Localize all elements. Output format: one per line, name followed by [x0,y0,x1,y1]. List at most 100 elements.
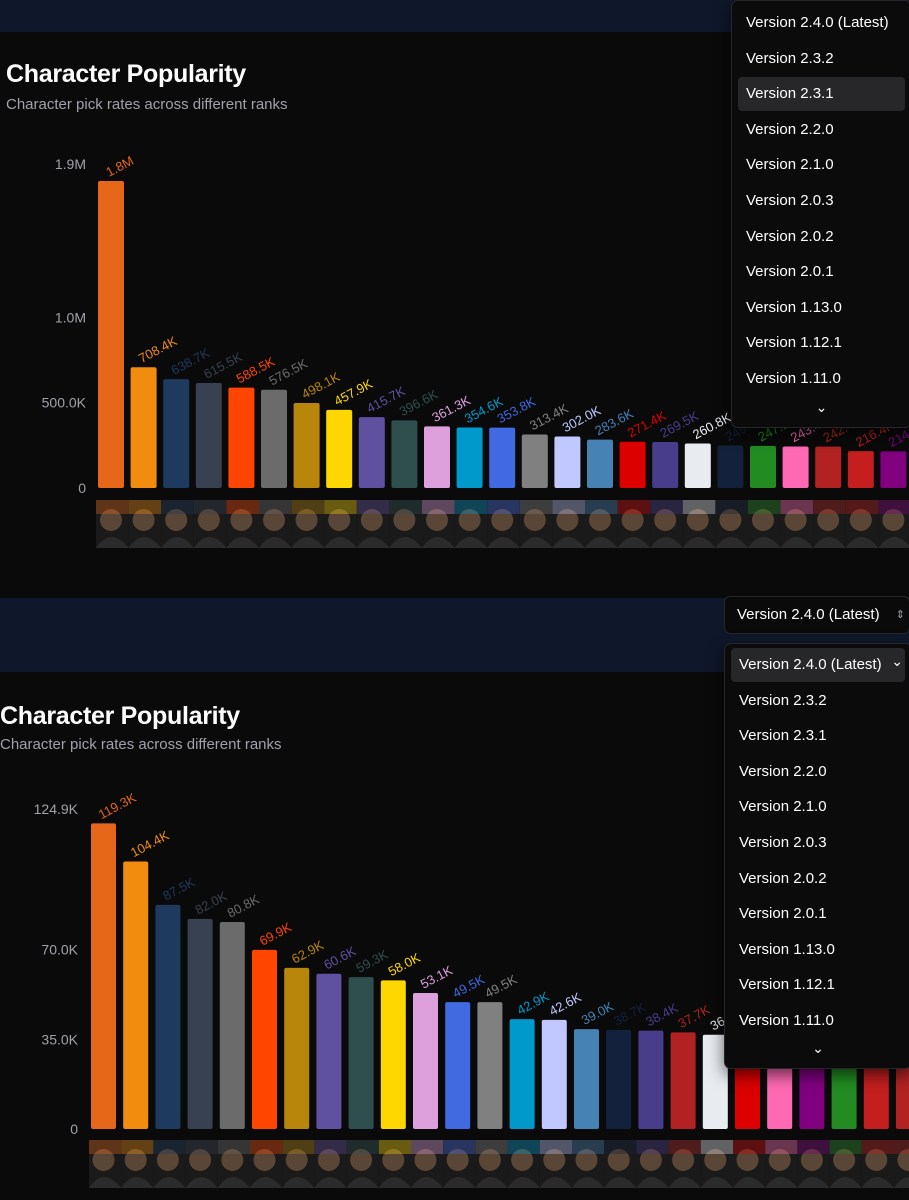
character-portrait[interactable] [604,1140,637,1188]
dropdown-option[interactable]: Version 2.0.3 [739,834,827,851]
dropdown-option[interactable]: Version 2.3.2 [746,49,834,67]
bar[interactable] [684,443,711,488]
character-portrait[interactable] [765,1140,798,1188]
character-portrait[interactable] [89,1140,122,1188]
character-portrait[interactable] [217,1140,250,1188]
bar[interactable] [413,992,438,1129]
bar[interactable] [219,921,245,1129]
bar[interactable] [587,439,613,488]
bar[interactable] [638,1030,664,1129]
bar[interactable] [252,949,277,1129]
character-portrait[interactable] [250,1140,283,1188]
bar[interactable] [91,823,116,1129]
bar[interactable] [163,379,190,488]
bar[interactable] [619,441,646,488]
character-portrait[interactable] [878,500,909,548]
dropdown-option[interactable]: Version 1.11.0 [746,370,841,387]
character-portrait[interactable] [226,500,259,548]
character-portrait[interactable] [539,1140,572,1188]
character-portrait[interactable] [507,1140,540,1188]
character-portrait[interactable] [314,1140,347,1188]
bar[interactable] [195,383,222,488]
character-portrait[interactable] [454,500,488,548]
character-portrait[interactable] [813,500,846,548]
bar[interactable] [293,403,320,488]
character-portrait[interactable] [378,1140,411,1188]
character-portrait[interactable] [259,500,292,548]
bar[interactable] [187,918,213,1129]
character-portrait[interactable] [519,500,553,548]
bar[interactable] [606,1029,632,1129]
dropdown-option[interactable]: Version 2.3.1 [739,727,827,745]
character-portrait[interactable] [356,500,390,548]
bar[interactable] [380,980,406,1129]
bar[interactable] [456,427,483,488]
bar[interactable] [541,1019,567,1129]
dropdown-option[interactable]: Version 2.1.0 [746,156,834,174]
dropdown-option[interactable]: Version 2.0.2 [746,227,834,245]
dropdown-option[interactable]: Version 1.13.0 [739,940,835,958]
character-portrait[interactable] [572,1140,605,1188]
dropdown-option[interactable]: Version 1.12.1 [746,334,842,352]
dropdown-option[interactable]: Version 2.1.0 [739,798,827,816]
bar[interactable] [521,434,548,488]
character-portrait[interactable] [161,500,194,548]
dropdown-option[interactable]: Version 2.3.1 [738,77,905,112]
dropdown-option[interactable]: Version 2.2.0 [739,762,827,780]
character-portrait[interactable] [193,500,227,548]
dropdown-option[interactable]: Version 2.4.0 (Latest) ⌄ [731,648,905,682]
character-portrait[interactable] [411,1140,444,1188]
character-portrait[interactable] [845,500,879,548]
dropdown-option[interactable]: Version 2.0.1 [739,905,827,923]
chevron-down-icon[interactable]: ⌄ [812,1040,824,1056]
bar[interactable] [98,181,124,489]
character-portrait[interactable] [617,500,651,548]
bar[interactable] [424,426,450,488]
bar[interactable] [782,446,809,488]
bar[interactable] [348,977,374,1129]
bar[interactable] [574,1029,599,1129]
bar[interactable] [554,436,581,488]
dropdown-option[interactable]: Version 2.3.2 [739,691,827,709]
character-portrait[interactable] [282,1140,315,1188]
character-portrait[interactable] [487,500,520,548]
bar[interactable] [391,420,418,488]
character-portrait[interactable] [797,1140,830,1188]
character-portrait[interactable] [861,1140,894,1188]
dropdown-option[interactable]: Version 1.12.1 [739,976,835,994]
bar[interactable] [702,1034,728,1129]
character-portrait[interactable] [422,500,455,548]
character-portrait[interactable] [185,1140,218,1188]
dropdown-option[interactable]: Version 1.11.0 [739,1012,834,1029]
bar[interactable] [815,446,842,488]
bar[interactable] [130,367,157,488]
character-portrait[interactable] [443,1140,476,1188]
character-portrait[interactable] [291,500,325,548]
bar[interactable] [652,442,679,488]
character-portrait[interactable] [650,500,683,548]
character-portrait[interactable] [153,1140,186,1188]
dropdown-option[interactable]: Version 1.13.0 [746,298,842,316]
bar[interactable] [155,904,181,1129]
character-portrait[interactable] [121,1140,154,1188]
character-portrait[interactable] [636,1140,669,1188]
dropdown-option[interactable]: Version 2.4.0 (Latest) [746,14,889,31]
character-portrait[interactable] [475,1140,508,1188]
character-portrait[interactable] [96,500,129,548]
bar[interactable] [284,967,310,1129]
character-portrait[interactable] [668,1140,701,1188]
version-select[interactable]: Version 2.4.0 (Latest) ⇕ [724,596,909,634]
character-portrait[interactable] [829,1140,862,1188]
character-portrait[interactable] [346,1140,379,1188]
character-portrait[interactable] [324,500,357,548]
character-portrait[interactable] [894,1140,909,1188]
bar[interactable] [896,1049,909,1129]
bar[interactable] [123,861,149,1129]
bar[interactable] [717,445,744,488]
dropdown-option[interactable]: Version 2.0.3 [746,192,834,209]
bar[interactable] [261,389,287,488]
character-portrait[interactable] [748,500,781,548]
bar[interactable] [445,1002,471,1129]
character-portrait[interactable] [682,500,716,548]
character-portrait[interactable] [780,500,814,548]
